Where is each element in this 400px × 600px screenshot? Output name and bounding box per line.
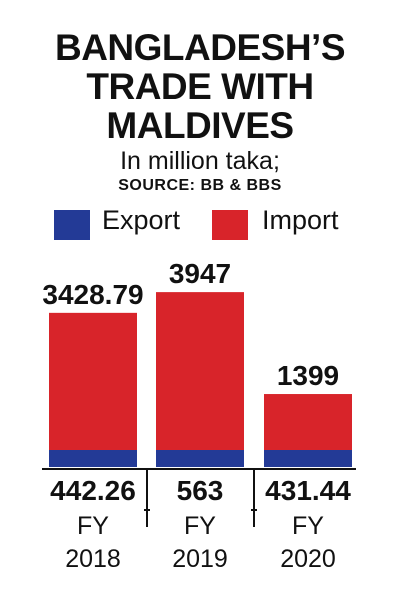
category-label: FY (184, 512, 216, 540)
category-label: FY (292, 512, 324, 540)
export-value-label: 431.44 (265, 475, 351, 506)
legend-export-swatch (54, 210, 90, 240)
bar-export (264, 450, 352, 467)
bar-export (156, 450, 244, 467)
export-value-label: 442.26 (50, 475, 136, 506)
title-line-2: TRADE WITH (86, 66, 314, 107)
bar-import (156, 292, 244, 450)
source-note: SOURCE: BB & BBS (118, 177, 282, 194)
bar-import (264, 394, 352, 450)
import-value-label: 3947 (169, 258, 231, 289)
export-value-label: 563 (177, 475, 224, 506)
category-label: 2018 (65, 545, 121, 573)
category-label: 2019 (172, 545, 228, 573)
legend-export-label: Export (102, 205, 181, 235)
title-line-3: MALDIVES (106, 105, 294, 146)
title-line-1: BANGLADESH’S (54, 27, 346, 68)
legend-import-label: Import (262, 205, 339, 235)
category-label: FY (77, 512, 109, 540)
category-label: 2020 (280, 545, 336, 573)
legend-import-swatch (212, 210, 248, 240)
subtitle: In million taka; (120, 147, 280, 175)
bar-export (49, 450, 137, 467)
bar-import (49, 312, 137, 450)
import-value-label: 3428.79 (42, 279, 143, 310)
import-value-label: 1399 (277, 360, 339, 391)
